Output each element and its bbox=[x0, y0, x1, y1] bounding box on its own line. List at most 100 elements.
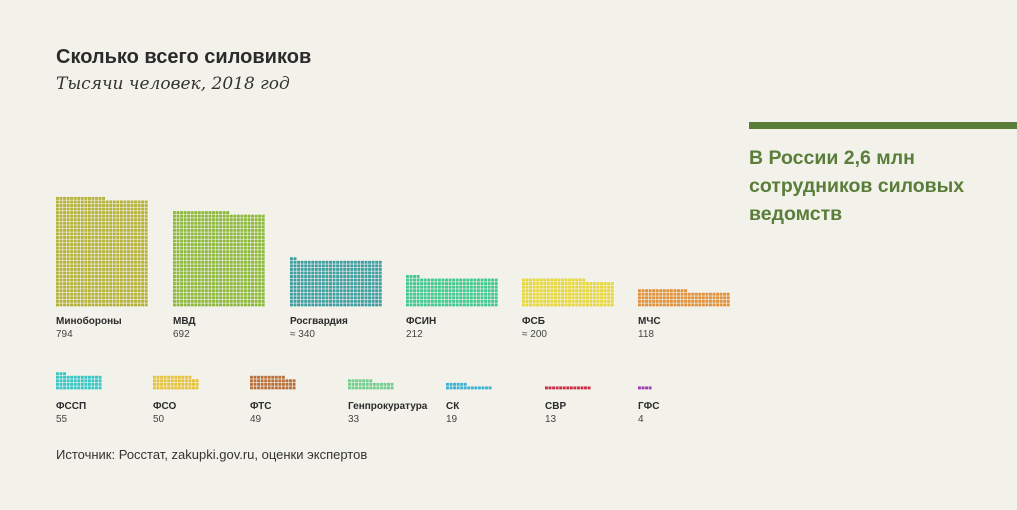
waffle-square bbox=[698, 296, 702, 300]
waffle-square bbox=[244, 289, 247, 293]
waffle-square bbox=[487, 303, 491, 307]
waffle-square bbox=[109, 299, 113, 303]
waffle-square bbox=[73, 375, 77, 379]
waffle-square bbox=[102, 221, 106, 225]
waffle-square bbox=[201, 246, 205, 250]
waffle-square bbox=[112, 285, 116, 289]
waffle-square bbox=[215, 239, 219, 243]
waffle-square bbox=[176, 239, 180, 243]
waffle-square bbox=[98, 271, 102, 275]
waffle-square bbox=[329, 267, 332, 271]
waffle-square bbox=[226, 296, 230, 300]
waffle-square bbox=[197, 278, 201, 282]
waffle-square bbox=[77, 260, 81, 264]
waffle-square bbox=[112, 214, 116, 218]
waffle-square bbox=[119, 271, 123, 275]
waffle-square bbox=[144, 292, 148, 296]
waffle-square bbox=[607, 296, 611, 300]
waffle-square bbox=[73, 264, 77, 268]
waffle-square bbox=[409, 285, 413, 289]
waffle-square bbox=[163, 382, 167, 386]
waffle-square bbox=[233, 214, 237, 218]
waffle-square bbox=[244, 218, 247, 222]
waffle-square bbox=[173, 257, 176, 261]
waffle-square bbox=[80, 204, 84, 207]
waffle-square bbox=[469, 285, 473, 289]
waffle-square bbox=[95, 285, 98, 289]
waffle-square bbox=[233, 282, 237, 286]
waffle-square bbox=[318, 282, 322, 286]
waffle-square bbox=[529, 303, 532, 307]
waffle-square bbox=[116, 264, 120, 268]
waffle-square bbox=[564, 292, 568, 296]
waffle-square bbox=[254, 228, 258, 232]
waffle-square bbox=[215, 278, 219, 282]
waffle-square bbox=[167, 379, 171, 383]
waffle-square bbox=[645, 386, 648, 390]
waffle-square bbox=[648, 299, 652, 303]
waffle-square bbox=[91, 289, 95, 293]
waffle-square bbox=[91, 379, 95, 383]
waffle-square bbox=[463, 382, 467, 386]
waffle-square bbox=[187, 289, 191, 293]
value-label: ≈ 340 bbox=[290, 329, 315, 340]
waffle-square bbox=[102, 264, 106, 268]
waffle-4 bbox=[406, 275, 498, 307]
waffle-square bbox=[105, 264, 109, 268]
waffle-square bbox=[66, 375, 70, 379]
waffle-square bbox=[219, 292, 223, 296]
waffle-square bbox=[253, 375, 257, 379]
waffle-square bbox=[244, 292, 247, 296]
waffle-square bbox=[244, 285, 247, 289]
waffle-square bbox=[73, 299, 77, 303]
waffle-square bbox=[144, 296, 148, 300]
waffle-square bbox=[63, 289, 66, 293]
waffle-square bbox=[244, 246, 247, 250]
waffle-square bbox=[204, 253, 208, 257]
waffle-square bbox=[137, 250, 141, 254]
waffle-square bbox=[355, 386, 358, 390]
waffle-square bbox=[244, 299, 247, 303]
waffle-square bbox=[181, 379, 185, 383]
waffle-square bbox=[95, 211, 98, 215]
waffle-square bbox=[215, 257, 219, 261]
waffle-square bbox=[56, 299, 59, 303]
waffle-square bbox=[254, 275, 258, 278]
waffle-square bbox=[226, 239, 230, 243]
waffle-square bbox=[466, 289, 470, 293]
waffle-square bbox=[63, 260, 66, 264]
waffle-square bbox=[343, 282, 347, 286]
waffle-square bbox=[112, 282, 116, 286]
value-label: 692 bbox=[173, 329, 190, 340]
waffle-square bbox=[187, 257, 191, 261]
waffle-square bbox=[130, 292, 134, 296]
waffle-square bbox=[109, 243, 113, 246]
waffle-square bbox=[130, 239, 134, 243]
waffle-square bbox=[84, 246, 88, 250]
value-label: 4 bbox=[638, 414, 644, 425]
waffle-square bbox=[59, 211, 63, 215]
waffle-square bbox=[219, 289, 223, 293]
waffle-square bbox=[59, 200, 63, 204]
waffle-square bbox=[589, 282, 593, 286]
waffle-square bbox=[371, 278, 375, 282]
waffle-square bbox=[332, 292, 336, 296]
waffle-square bbox=[600, 296, 603, 300]
waffle-square bbox=[297, 264, 300, 268]
waffle-square bbox=[112, 271, 116, 275]
waffle-square bbox=[251, 253, 254, 257]
waffle-square bbox=[473, 303, 477, 307]
waffle-square bbox=[176, 214, 180, 218]
waffle-square bbox=[441, 285, 445, 289]
waffle-square bbox=[332, 264, 336, 268]
waffle-square bbox=[77, 386, 81, 390]
waffle-square bbox=[353, 260, 357, 264]
waffle-square bbox=[137, 275, 141, 278]
waffle-square bbox=[307, 289, 311, 293]
waffle-square bbox=[194, 250, 198, 254]
waffle-square bbox=[144, 218, 148, 222]
waffle-square bbox=[680, 292, 684, 296]
waffle-square bbox=[63, 236, 66, 239]
waffle-square bbox=[314, 278, 318, 282]
waffle-square bbox=[361, 278, 364, 282]
